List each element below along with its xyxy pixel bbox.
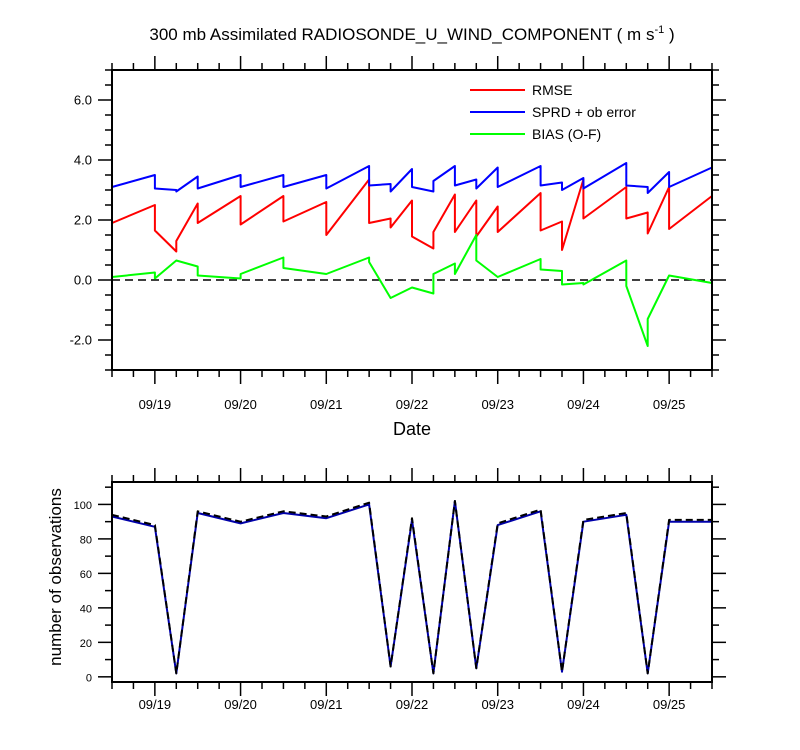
top-x-tick-label: 09/20 — [224, 397, 257, 412]
chart-title: 300 mb Assimilated RADIOSONDE_U_WIND_COM… — [149, 24, 674, 44]
bottom-x-tick-label: 09/22 — [396, 697, 429, 712]
legend-label-sprd: SPRD + ob error — [532, 104, 636, 120]
bottom-x-tick-label: 09/20 — [224, 697, 257, 712]
legend: RMSE SPRD + ob error BIAS (O-F) — [470, 82, 636, 142]
bottom-x-tick-label: 09/21 — [310, 697, 343, 712]
bottom-x-tick-label: 09/25 — [653, 697, 686, 712]
top-y-tick-labels: -2.0 0.0 2.0 4.0 6.0 — [70, 93, 92, 348]
x-axis-label: Date — [393, 419, 431, 439]
top-y-tick-label: 6.0 — [74, 93, 92, 108]
bottom-y-tick-label: 80 — [80, 534, 92, 546]
top-x-tick-labels: 09/19 09/20 09/21 09/22 09/23 09/24 09/25 — [139, 397, 686, 412]
series-line-sprd-ob-error — [111, 162, 713, 194]
bottom-x-tick-label: 09/19 — [139, 697, 172, 712]
top-x-tick-label: 09/21 — [310, 397, 343, 412]
top-y-tick-label: 4.0 — [74, 153, 92, 168]
top-x-tick-label: 09/24 — [567, 397, 600, 412]
top-y-tick-label: -2.0 — [70, 333, 92, 348]
bottom-y-tick-label: 100 — [74, 500, 92, 512]
top-y-tick-label: 0.0 — [74, 273, 92, 288]
top-series-group — [111, 162, 713, 347]
bottom-x-tick-label: 09/24 — [567, 697, 600, 712]
bottom-plot-frame — [111, 481, 713, 683]
top-panel: -2.00.02.04.06.0 09/19 09/20 09/21 09/22 09/… — [70, 56, 726, 439]
top-x-tick-label: 09/23 — [481, 397, 514, 412]
chart-title-end: ) — [664, 25, 674, 44]
legend-label-bias: BIAS (O-F) — [532, 126, 601, 142]
series-line-bias-o-f — [111, 234, 713, 347]
top-axis-ticks — [98, 56, 726, 384]
top-y-tick-label: 2.0 — [74, 213, 92, 228]
series-line-rmse — [111, 178, 713, 253]
series-line-number-of-observations-dashed — [111, 500, 712, 675]
bottom-series-group — [111, 500, 712, 675]
bottom-axis-ticks — [98, 468, 726, 696]
top-x-tick-label: 09/19 — [139, 397, 172, 412]
y-axis-label-observations: number of observations — [46, 488, 65, 666]
bottom-x-tick-label: 09/23 — [481, 697, 514, 712]
top-plot-frame — [111, 69, 713, 371]
bottom-y-tick-label: 20 — [80, 638, 92, 650]
legend-label-rmse: RMSE — [532, 82, 572, 98]
bottom-x-tick-labels: 09/19 09/20 09/21 09/22 09/23 09/24 09/25 — [139, 697, 686, 712]
top-x-tick-label: 09/22 — [396, 397, 429, 412]
chart-title-superscript: -1 — [654, 24, 664, 36]
bottom-y-tick-labels: 0 20 40 60 80 100 — [74, 500, 92, 684]
bottom-y-tick-label: 0 — [86, 672, 92, 684]
top-x-tick-label: 09/25 — [653, 397, 686, 412]
bottom-y-tick-label: 40 — [80, 603, 92, 615]
series-line-number-of-observations-solid — [111, 500, 712, 675]
bottom-y-tick-label: 60 — [80, 569, 92, 581]
chart-title-main: 300 mb Assimilated RADIOSONDE_U_WIND_COM… — [149, 25, 654, 44]
